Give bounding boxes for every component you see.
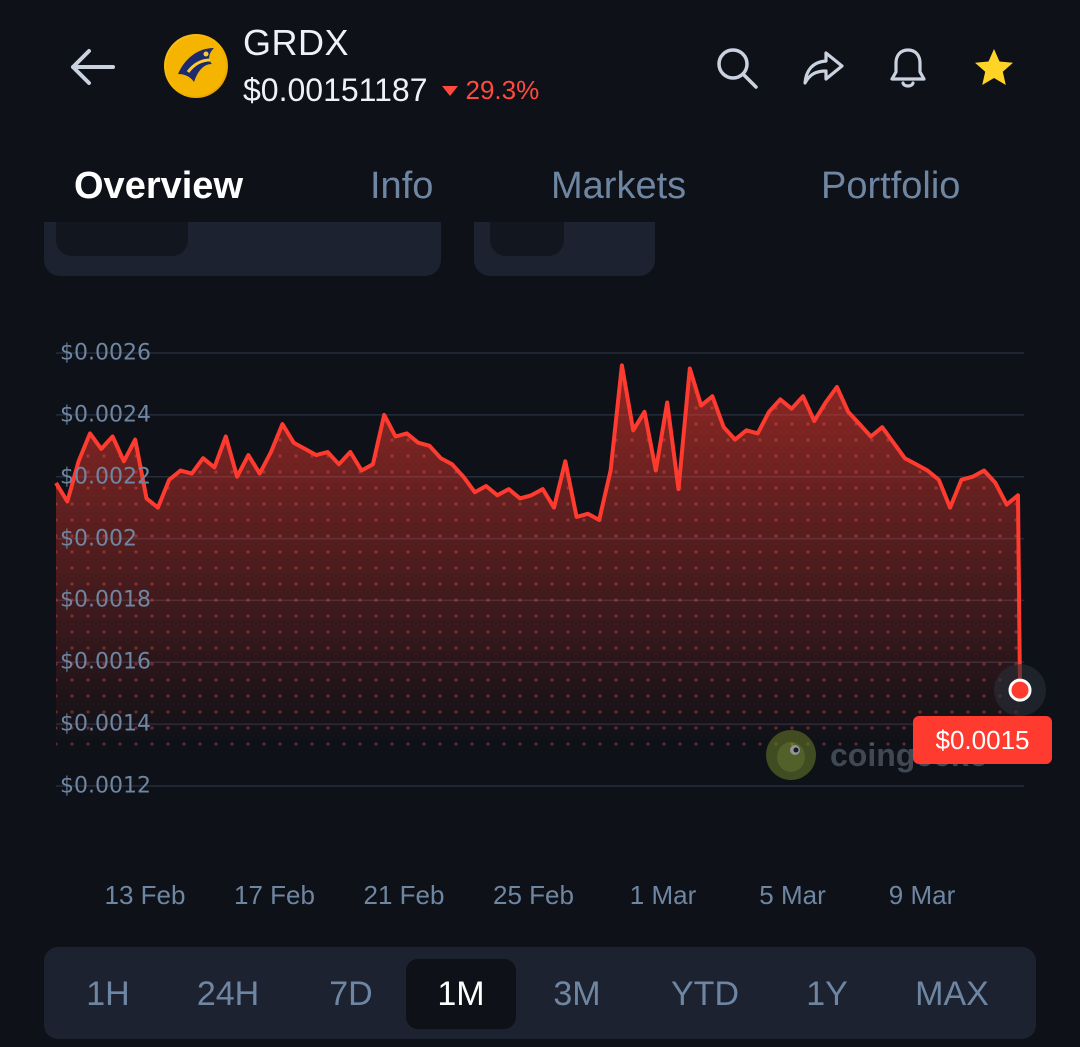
tab-bar: Overview Info Markets Portfolio <box>0 165 1080 221</box>
star-icon <box>975 49 1013 85</box>
share-icon <box>803 51 844 85</box>
back-button[interactable] <box>62 42 122 92</box>
down-triangle-icon <box>442 85 459 96</box>
range-1m[interactable]: 1M <box>406 959 516 1029</box>
gardex-logo-icon <box>166 36 226 96</box>
x-tick-label: 9 Mar <box>888 880 956 910</box>
x-tick-label: 21 Feb <box>363 880 445 910</box>
range-3m[interactable]: 3M <box>553 974 601 1013</box>
y-tick-label: $0.0014 <box>60 711 151 737</box>
range-ytd[interactable]: YTD <box>671 974 739 1013</box>
current-price: $0.00151187 <box>243 72 428 108</box>
alert-button[interactable] <box>880 40 936 96</box>
time-range-selector: 1H 24H 7D 1M 3M YTD 1Y MAX <box>44 947 1036 1039</box>
stats-card-chip <box>56 222 188 256</box>
price-change: 29.3% <box>441 75 539 106</box>
range-24h[interactable]: 24H <box>196 974 260 1013</box>
share-button[interactable] <box>795 40 851 96</box>
range-1y[interactable]: 1Y <box>806 974 848 1013</box>
y-tick-label: $0.0018 <box>60 587 151 613</box>
range-max[interactable]: MAX <box>915 974 989 1013</box>
tab-info[interactable]: Info <box>370 165 434 207</box>
tab-portfolio[interactable]: Portfolio <box>821 165 961 207</box>
y-tick-label: $0.0026 <box>60 340 151 366</box>
coin-symbol: GRDX <box>243 22 350 63</box>
y-tick-label: $0.0016 <box>60 649 151 675</box>
price-line <box>54 363 1022 691</box>
price-change-value: 29.3% <box>465 75 540 105</box>
tab-markets[interactable]: Markets <box>551 165 687 207</box>
x-tick-label: 5 Mar <box>759 880 826 910</box>
x-tick-label: 1 Mar <box>629 880 697 910</box>
range-7d[interactable]: 7D <box>329 974 373 1013</box>
y-tick-label: $0.0012 <box>60 773 151 799</box>
price-chart[interactable] <box>0 320 1080 840</box>
search-icon <box>717 48 758 89</box>
y-tick-label: $0.0024 <box>60 402 151 428</box>
search-button[interactable] <box>709 40 765 96</box>
x-tick-label: 25 Feb <box>493 880 574 910</box>
range-1h[interactable]: 1H <box>86 974 130 1013</box>
x-tick-label: 17 Feb <box>234 880 315 910</box>
current-price-marker <box>1008 678 1032 702</box>
coingecko-logo-icon <box>766 730 816 780</box>
price-area-dots <box>56 365 1020 746</box>
y-tick-label: $0.002 <box>60 526 137 552</box>
favorite-button[interactable] <box>966 40 1022 96</box>
tab-overview[interactable]: Overview <box>74 165 243 207</box>
back-arrow-icon <box>71 49 115 85</box>
y-tick-label: $0.0022 <box>60 464 151 490</box>
current-price-tag: $0.0015 <box>913 716 1052 764</box>
price-chart-svg <box>54 352 1046 787</box>
bell-icon <box>890 48 926 88</box>
coin-logo <box>164 34 228 98</box>
stats-card-chip-2 <box>490 222 564 256</box>
x-tick-label: 13 Feb <box>104 880 186 910</box>
price-row: $0.00151187 29.3% <box>243 72 539 109</box>
